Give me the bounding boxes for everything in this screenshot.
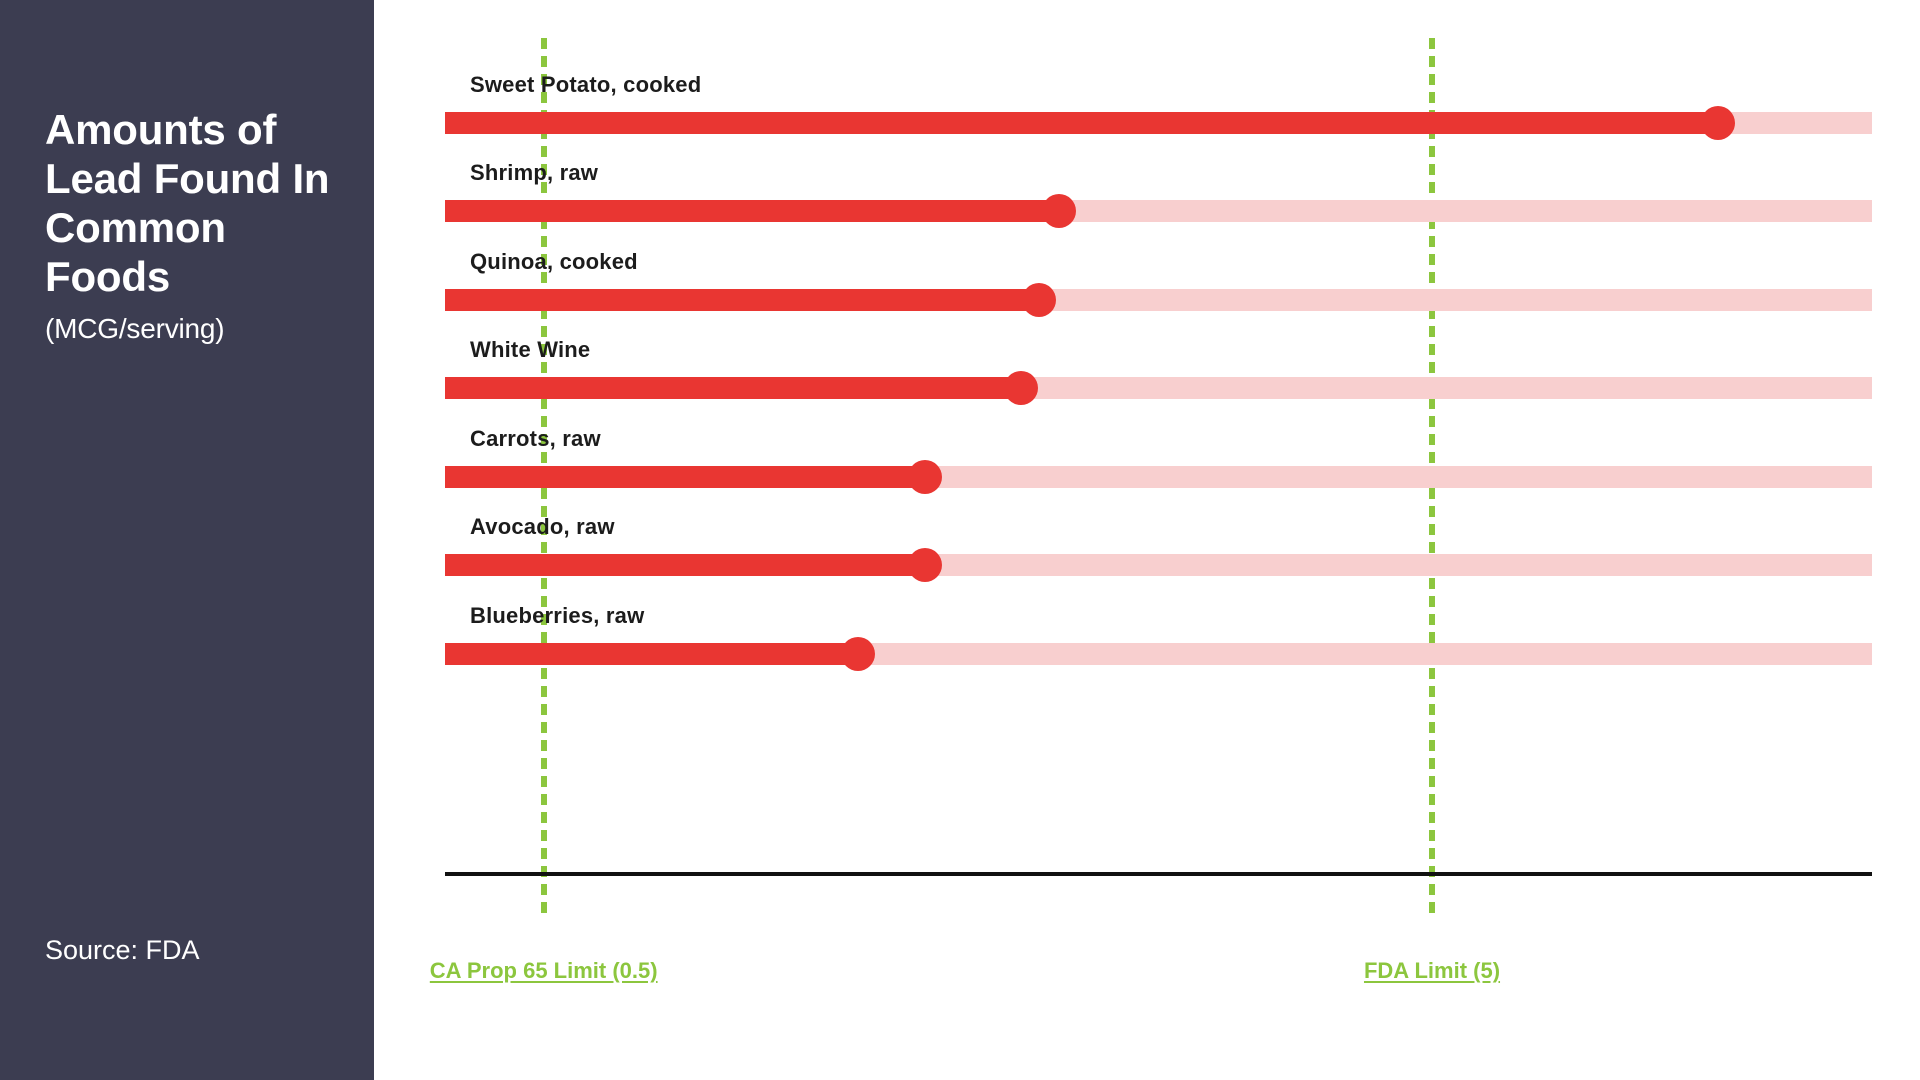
bar-value-marker[interactable] bbox=[1701, 106, 1736, 140]
bar-fill[interactable] bbox=[445, 554, 925, 576]
title-block: Amounts of Lead Found In Common Foods (M… bbox=[45, 105, 345, 345]
bar-fill[interactable] bbox=[445, 643, 858, 665]
bar-fill[interactable] bbox=[445, 112, 1719, 134]
bar-fill[interactable] bbox=[445, 200, 1059, 222]
bar-value-marker[interactable] bbox=[907, 460, 942, 494]
reference-label-ca-prop-65[interactable]: CA Prop 65 Limit (0.5) bbox=[429, 958, 658, 983]
bar-category-label: Avocado, raw bbox=[470, 514, 615, 539]
bar-category-label: White Wine bbox=[470, 337, 591, 362]
bar-fill[interactable] bbox=[445, 377, 1022, 399]
sidebar-panel: Amounts of Lead Found In Common Foods (M… bbox=[0, 0, 374, 1080]
source-note: Source: FDA bbox=[45, 935, 200, 965]
bar-category-label: Sweet Potato, cooked bbox=[470, 72, 702, 97]
bar-category-label: Carrots, raw bbox=[470, 426, 601, 451]
bar-category-label: Quinoa, cooked bbox=[470, 249, 638, 274]
bar-value-marker[interactable] bbox=[907, 548, 942, 582]
bar-value-marker[interactable] bbox=[1004, 371, 1039, 405]
chart-plot-area: Sweet Potato, cooked Shrimp, raw Quinoa, c… bbox=[374, 0, 1920, 1080]
bar-fill[interactable] bbox=[445, 466, 925, 488]
chart-subtitle: (MCG/serving) bbox=[45, 312, 225, 344]
bar-value-marker[interactable] bbox=[1022, 283, 1057, 317]
bar-category-label: Shrimp, raw bbox=[470, 160, 599, 185]
bar-value-marker[interactable] bbox=[840, 637, 875, 671]
axis-baseline bbox=[445, 872, 1872, 876]
bar-fill[interactable] bbox=[445, 289, 1040, 311]
bar-category-label: Blueberries, raw bbox=[470, 603, 645, 628]
bar-value-marker[interactable] bbox=[1041, 194, 1076, 228]
reference-label-fda[interactable]: FDA Limit (5) bbox=[1363, 958, 1501, 983]
page-title: Amounts of Lead Found In Common Foods bbox=[45, 106, 330, 301]
